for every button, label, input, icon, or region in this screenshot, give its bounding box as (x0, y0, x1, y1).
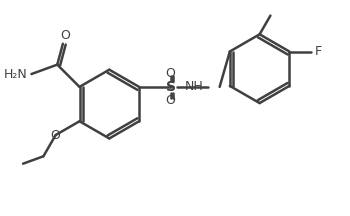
Text: O: O (166, 67, 175, 80)
Text: NH: NH (184, 80, 203, 93)
Text: S: S (166, 80, 175, 94)
Text: H₂N: H₂N (4, 68, 28, 81)
Text: O: O (51, 129, 61, 141)
Text: F: F (315, 45, 322, 58)
Text: O: O (60, 29, 70, 42)
Text: O: O (166, 94, 175, 107)
